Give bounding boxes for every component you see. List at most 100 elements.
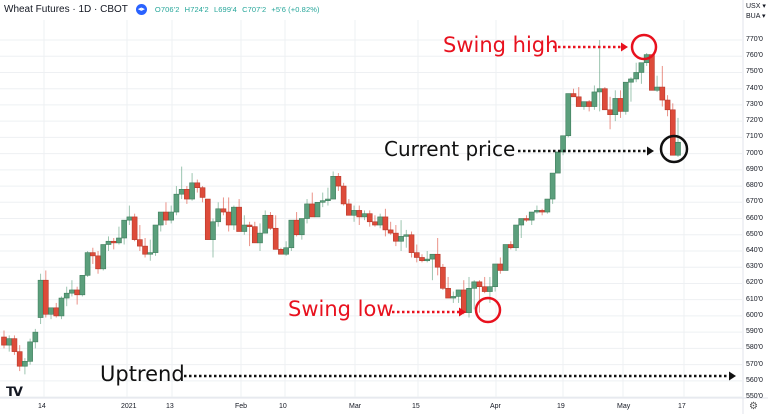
candle-up bbox=[502, 244, 509, 271]
candle-down bbox=[419, 257, 425, 262]
ohlc-values: O706'2 H724'2 L699'4 C707'2 +5'6 (+0.82%… bbox=[155, 5, 323, 14]
candle-down bbox=[393, 232, 399, 242]
time-tick-label: Feb bbox=[235, 403, 248, 410]
candle-up bbox=[450, 296, 457, 299]
time-tick-label: Apr bbox=[490, 403, 501, 410]
price-tick-label: 710'0 bbox=[746, 133, 763, 141]
change-value: +5'6 (+0.82%) bbox=[271, 4, 320, 14]
candle-down bbox=[16, 351, 23, 367]
candle-up bbox=[314, 202, 321, 218]
candle-up bbox=[330, 176, 336, 200]
swing-low-arrow-head bbox=[459, 307, 466, 317]
candle-down bbox=[659, 86, 666, 101]
candle-down bbox=[11, 338, 18, 352]
candle-down bbox=[387, 229, 394, 234]
candle-down bbox=[278, 249, 284, 255]
candle-up bbox=[299, 218, 305, 236]
candle-up bbox=[638, 62, 645, 73]
candle-up bbox=[116, 237, 122, 244]
price-tick-label: 590'0 bbox=[746, 328, 763, 336]
unit-selector[interactable]: BUA ▾ bbox=[746, 13, 766, 20]
candle-down bbox=[575, 96, 582, 107]
high-value: H724'2 bbox=[184, 4, 209, 14]
swing-low-circle bbox=[474, 296, 502, 324]
uptrend-arrow-head bbox=[729, 371, 736, 381]
price-tick-label: 720'0 bbox=[746, 117, 763, 125]
candle-up bbox=[173, 193, 180, 213]
candle-down bbox=[445, 288, 451, 299]
candle-up bbox=[544, 198, 551, 213]
candle-down bbox=[649, 54, 655, 91]
price-tick-label: 580'0 bbox=[746, 344, 763, 352]
time-tick-label: 17 bbox=[678, 403, 686, 410]
candle-down bbox=[617, 98, 624, 112]
candle-up bbox=[231, 206, 237, 226]
candle-up bbox=[555, 151, 561, 174]
candle-up bbox=[157, 211, 164, 226]
tradingview-logo[interactable]: 𝗧𝗩 bbox=[6, 384, 23, 399]
candle-up bbox=[69, 289, 75, 294]
candle-up bbox=[215, 208, 222, 223]
candle-down bbox=[335, 176, 342, 187]
uptrend-label: Uptrend bbox=[100, 362, 185, 386]
settings-gear-icon[interactable]: ⚙ bbox=[749, 401, 758, 412]
candle-down bbox=[340, 185, 347, 205]
candle-up bbox=[492, 263, 498, 287]
candle-down bbox=[53, 307, 60, 317]
candle-down bbox=[236, 206, 242, 232]
swing-high-label: Swing high bbox=[443, 33, 559, 57]
candle-down bbox=[460, 289, 467, 313]
candle-down bbox=[372, 221, 378, 226]
price-tick-label: 570'0 bbox=[746, 360, 763, 368]
candle-up bbox=[63, 292, 70, 299]
currency-selector[interactable]: USX ▾ bbox=[746, 3, 766, 10]
candle-down bbox=[251, 226, 258, 244]
candle-up bbox=[121, 219, 127, 239]
candle-up bbox=[257, 232, 263, 244]
candle-up bbox=[487, 286, 493, 292]
price-tick-label: 630'0 bbox=[746, 263, 763, 271]
candle-up bbox=[241, 224, 248, 232]
candle-up bbox=[84, 252, 91, 276]
candle-up bbox=[466, 288, 472, 313]
candle-down bbox=[204, 198, 211, 240]
symbol-title[interactable]: Wheat Futures · 1D · CBOT bbox=[4, 3, 128, 15]
candle-up bbox=[351, 210, 357, 216]
candle-down bbox=[413, 252, 420, 258]
price-tick-label: 690'0 bbox=[746, 165, 763, 173]
candle-down bbox=[225, 211, 232, 226]
candle-up bbox=[126, 216, 133, 221]
candle-up bbox=[377, 216, 383, 226]
candle-up bbox=[403, 234, 410, 237]
candle-up bbox=[147, 252, 154, 255]
candle-down bbox=[356, 210, 363, 218]
candle-up bbox=[262, 214, 269, 234]
candle-down bbox=[184, 189, 190, 200]
price-tick-label: 560'0 bbox=[746, 376, 763, 384]
time-tick-label: 15 bbox=[412, 403, 420, 410]
candle-down bbox=[366, 213, 373, 223]
candle-down bbox=[90, 252, 96, 257]
price-tick-label: 700'0 bbox=[746, 149, 763, 157]
candle-up bbox=[628, 78, 634, 83]
candle-down bbox=[508, 244, 514, 249]
open-value: O706'2 bbox=[154, 4, 180, 14]
market-status-icon[interactable]: ◂▸ bbox=[135, 3, 147, 15]
candle-up bbox=[48, 307, 54, 315]
candle-down bbox=[346, 203, 352, 216]
candle-up bbox=[622, 81, 629, 112]
price-tick-label: 730'0 bbox=[746, 100, 763, 108]
candle-down bbox=[163, 211, 169, 221]
chart-legend: Wheat Futures · 1D · CBOT ◂▸ O706'2 H724… bbox=[4, 2, 323, 16]
candle-up bbox=[37, 279, 44, 318]
candle-up bbox=[549, 172, 556, 200]
candle-down bbox=[382, 216, 389, 231]
candle-up bbox=[398, 236, 404, 242]
price-tick-label: 660'0 bbox=[746, 214, 763, 222]
candle-down bbox=[42, 279, 49, 315]
time-tick-label: 10 bbox=[279, 403, 287, 410]
time-tick-label: 19 bbox=[557, 403, 565, 410]
price-tick-label: 550'0 bbox=[746, 393, 763, 401]
candle-up bbox=[27, 341, 33, 362]
